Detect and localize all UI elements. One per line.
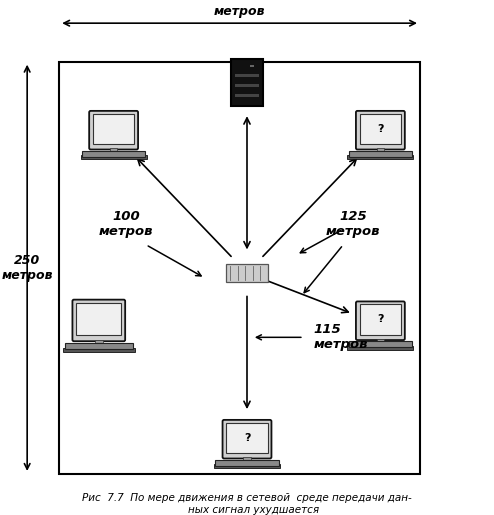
Text: 250
метров: 250 метров [1, 254, 53, 282]
Bar [376, 148, 384, 151]
Text: 100
метров: 100 метров [99, 210, 153, 238]
Bar [59, 62, 420, 474]
FancyBboxPatch shape [226, 423, 268, 453]
FancyBboxPatch shape [81, 156, 147, 159]
FancyBboxPatch shape [93, 114, 134, 144]
FancyBboxPatch shape [215, 459, 279, 466]
Bar [235, 74, 259, 77]
Text: 250
метров: 250 метров [214, 0, 265, 18]
FancyBboxPatch shape [349, 150, 412, 157]
FancyBboxPatch shape [63, 348, 134, 352]
FancyBboxPatch shape [82, 150, 145, 157]
Bar [95, 340, 103, 343]
FancyBboxPatch shape [360, 114, 401, 144]
FancyBboxPatch shape [347, 156, 413, 159]
Text: 115
метров: 115 метров [314, 323, 368, 351]
FancyBboxPatch shape [360, 304, 401, 335]
Text: ?: ? [244, 433, 250, 443]
Text: Рис  7.7  По мере движения в сетевой  среде передачи дан-
    ных сигнал ухудшае: Рис 7.7 По мере движения в сетевой среде… [82, 493, 412, 515]
Bar [243, 457, 250, 460]
Text: ?: ? [377, 314, 384, 324]
FancyBboxPatch shape [76, 302, 122, 335]
FancyBboxPatch shape [65, 342, 133, 349]
FancyBboxPatch shape [222, 420, 272, 458]
Bar [250, 65, 254, 66]
FancyBboxPatch shape [356, 111, 405, 149]
Text: ?: ? [377, 124, 384, 134]
FancyBboxPatch shape [349, 341, 412, 347]
FancyBboxPatch shape [89, 111, 138, 149]
FancyBboxPatch shape [347, 346, 413, 350]
Bar [235, 84, 259, 87]
Text: 125
метров: 125 метров [326, 210, 380, 238]
FancyBboxPatch shape [226, 264, 268, 282]
FancyBboxPatch shape [231, 59, 263, 106]
FancyBboxPatch shape [73, 300, 125, 341]
Bar [235, 94, 259, 97]
FancyBboxPatch shape [214, 465, 280, 468]
FancyBboxPatch shape [356, 301, 405, 340]
Bar [110, 148, 118, 151]
Bar [376, 338, 384, 341]
